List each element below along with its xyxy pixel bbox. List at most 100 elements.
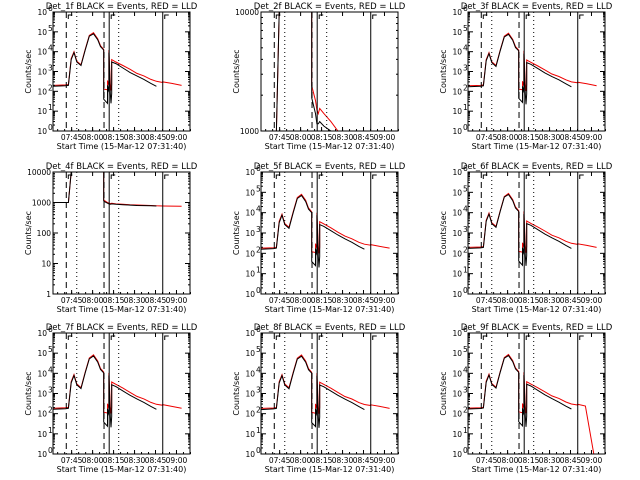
y-tick-label: 10 4 — [452, 205, 468, 218]
bracket-glyph — [372, 335, 377, 340]
panel-title: Det_3f BLACK = Events, RED = LLD — [461, 2, 613, 12]
y-tick-base: 10 — [245, 229, 255, 238]
y-tick-base: 10 — [452, 168, 462, 177]
x-tick-label: 08:30 — [332, 296, 354, 305]
y-tick-base: 10 — [37, 450, 47, 459]
x-tick-label: 08:30 — [539, 296, 561, 305]
y-tick-exponent: 1 — [463, 103, 468, 112]
y-tick-exponent: 5 — [463, 24, 468, 33]
y-tick-label: 10 1 — [245, 266, 261, 279]
bracket-glyph — [579, 174, 584, 179]
x-tick-label: 08:15 — [311, 133, 333, 142]
y-tick-base: 10 — [245, 329, 255, 338]
y-tick-exponent: 2 — [463, 245, 468, 254]
x-tick-label: 08:00 — [290, 456, 312, 465]
x-tick-label: 07:45 — [269, 296, 291, 305]
y-tick-label: 10 5 — [452, 24, 468, 37]
y-tick-exponent: 6 — [256, 325, 261, 334]
y-tick-exponent: 3 — [463, 225, 468, 234]
x-tick-label: 08:00 — [290, 133, 312, 142]
x-tick-label: 08:15 — [103, 456, 125, 465]
x-tick-label: 08:45 — [353, 296, 375, 305]
y-tick-base: 10 — [37, 369, 47, 378]
x-tick-label: 07:45 — [61, 133, 83, 142]
y-tick-label: 10 4 — [245, 205, 261, 218]
y-tick-label: 10 4 — [452, 44, 468, 57]
plot-area — [53, 172, 182, 207]
y-tick-exponent: 1 — [463, 266, 468, 275]
y-tick-base: 10 — [245, 270, 255, 279]
x-tick-label: 07:45 — [61, 296, 83, 305]
x-axis-label: Start Time (15-Mar-12 07:31:40) — [57, 142, 187, 151]
y-tick-base: 10 — [452, 410, 462, 419]
series-line-events — [468, 193, 572, 267]
x-tick-label: 08:30 — [332, 133, 354, 142]
bracket-glyph — [372, 14, 377, 19]
x-tick-label: 08:45 — [145, 296, 167, 305]
y-tick-base: 10 — [452, 68, 462, 77]
y-tick-exponent: 2 — [463, 406, 468, 415]
bracket-glyph — [482, 14, 488, 19]
y-tick-label: 1000 — [240, 127, 259, 136]
x-tick-label: 08:45 — [353, 133, 375, 142]
x-tick-label: 09:00 — [166, 456, 188, 465]
series-line-events — [53, 172, 157, 207]
y-tick-label: 100 — [37, 229, 52, 238]
x-tick-label: 08:30 — [332, 456, 354, 465]
y-tick-exponent: 2 — [48, 83, 53, 92]
y-tick-exponent: 5 — [48, 345, 53, 354]
y-tick-exponent: 2 — [463, 83, 468, 92]
y-tick-exponent: 3 — [48, 386, 53, 395]
x-tick-label: 08:45 — [560, 456, 582, 465]
y-tick-exponent: 4 — [463, 365, 468, 374]
y-tick-exponent: 6 — [463, 325, 468, 334]
y-axis-label: Counts/sec — [232, 211, 241, 255]
y-tick-label: 10 5 — [245, 184, 261, 197]
x-tick-label: 09:00 — [166, 296, 188, 305]
bracket-glyph — [275, 174, 281, 179]
y-tick-label: 10 2 — [452, 83, 468, 96]
bracket-glyph — [164, 335, 169, 340]
y-tick-base: 10 — [452, 127, 462, 136]
y-tick-label: 10 1 — [37, 426, 53, 439]
x-axis-label: Start Time (15-Mar-12 07:31:40) — [472, 305, 602, 314]
axes-frame — [52, 332, 191, 455]
axes-frame — [260, 171, 399, 295]
x-tick-label: 08:00 — [497, 296, 519, 305]
y-tick-label: 10 2 — [245, 245, 261, 258]
axes-frame — [260, 11, 399, 132]
y-tick-label: 1 — [46, 290, 51, 299]
x-tick-label: 08:30 — [124, 296, 146, 305]
bracket-glyph — [164, 14, 169, 19]
x-tick-label: 07:45 — [476, 456, 498, 465]
y-tick-label: 10 2 — [37, 406, 53, 419]
y-tick-exponent: 4 — [463, 205, 468, 214]
y-tick-label: 10 6 — [37, 325, 53, 338]
y-tick-base: 10 — [452, 270, 462, 279]
x-axis-label: Start Time (15-Mar-12 07:31:40) — [57, 305, 187, 314]
y-tick-base: 10 — [452, 249, 462, 258]
x-tick-label: 09:00 — [374, 456, 396, 465]
series-line-events — [261, 12, 365, 131]
y-tick-label: 10 1 — [245, 426, 261, 439]
x-tick-label: 08:30 — [539, 456, 561, 465]
y-tick-base: 10 — [37, 349, 47, 358]
bracket-glyph — [67, 174, 73, 179]
bracket-glyph — [579, 335, 584, 340]
y-tick-exponent: 2 — [48, 406, 53, 415]
x-tick-label: 08:00 — [497, 133, 519, 142]
y-tick-label: 10 — [41, 260, 51, 269]
y-tick-label: 10 2 — [37, 83, 53, 96]
y-tick-label: 10 3 — [452, 225, 468, 238]
axes-frame — [467, 11, 606, 132]
y-tick-label: 10 1 — [452, 426, 468, 439]
y-tick-label: 10 4 — [37, 365, 53, 378]
x-tick-label: 08:00 — [290, 296, 312, 305]
y-tick-exponent: 5 — [48, 24, 53, 33]
